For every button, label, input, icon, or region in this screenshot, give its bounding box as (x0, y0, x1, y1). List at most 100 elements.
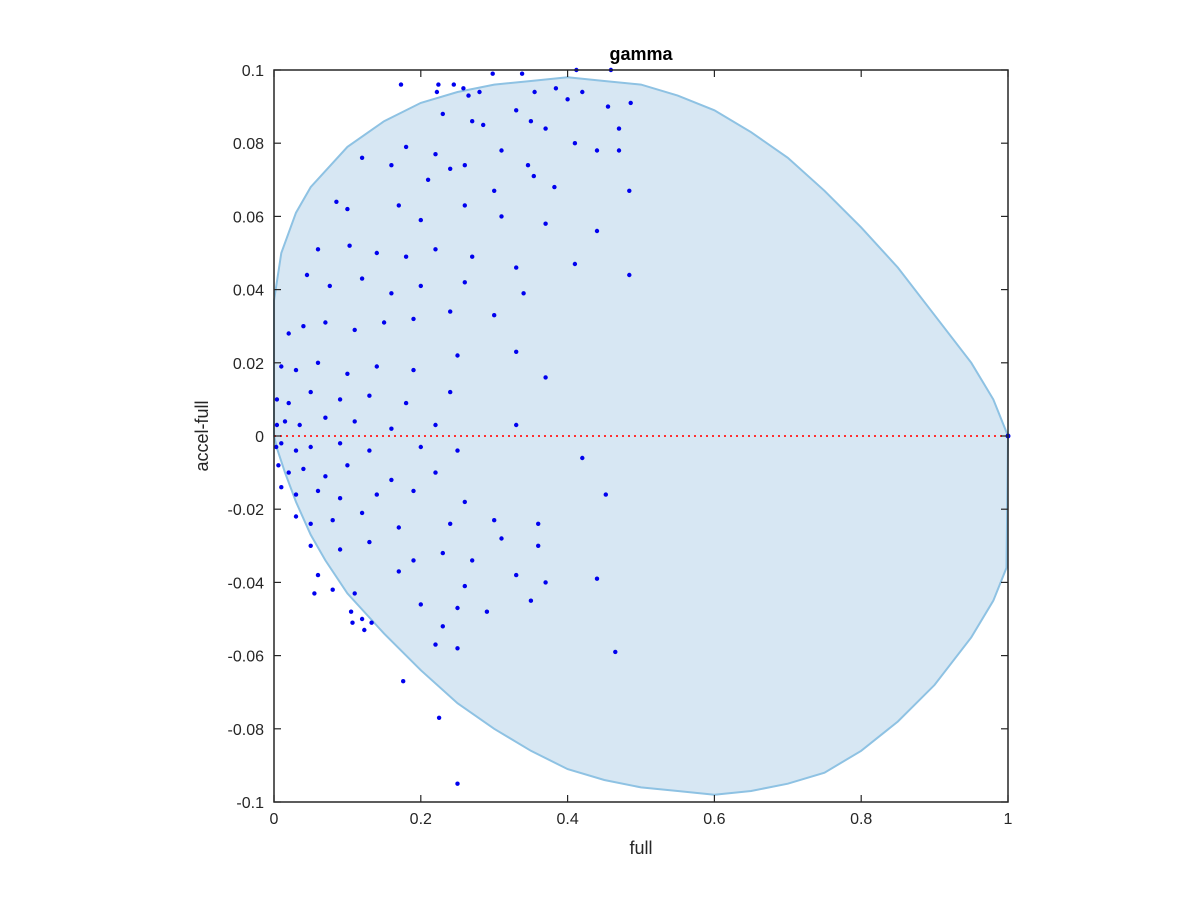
data-point (297, 422, 302, 428)
data-point (580, 455, 585, 461)
data-point (492, 518, 497, 523)
x-tick-label: 0.6 (703, 811, 725, 828)
data-point (425, 177, 431, 182)
data-point (293, 448, 299, 453)
data-point (499, 536, 504, 541)
data-point (418, 444, 423, 450)
y-axis-label: accel-full (192, 400, 212, 471)
data-point (396, 203, 401, 208)
data-point (448, 166, 453, 171)
data-point (330, 587, 335, 592)
data-point (605, 104, 611, 109)
data-point (470, 558, 475, 563)
data-point (448, 309, 453, 314)
data-point (411, 558, 416, 563)
data-point (572, 261, 578, 267)
y-tick-label: -0.08 (228, 722, 265, 739)
data-point (403, 144, 409, 150)
data-point (628, 100, 633, 106)
data-point (481, 122, 486, 128)
data-point (499, 214, 504, 219)
data-point (315, 247, 321, 252)
data-point (286, 470, 291, 475)
data-point (552, 184, 557, 190)
data-point (362, 627, 367, 633)
data-point (286, 331, 291, 336)
data-point (345, 463, 350, 468)
data-point (543, 221, 548, 226)
data-point (374, 364, 379, 369)
data-point (448, 389, 453, 395)
data-point (398, 82, 404, 87)
x-tick-label: 0.8 (850, 811, 872, 828)
y-tick-label: -0.06 (228, 649, 265, 666)
y-tick-label: 0 (255, 429, 264, 446)
data-point (499, 148, 504, 153)
x-tick-label: 0.4 (556, 811, 578, 828)
data-point (613, 649, 618, 655)
y-tick-label: 0.02 (233, 356, 264, 373)
data-point (455, 781, 460, 786)
data-point (514, 349, 519, 354)
data-point (352, 419, 357, 424)
data-point (345, 206, 350, 212)
data-point (528, 119, 534, 124)
data-point (462, 280, 467, 285)
data-point (462, 203, 467, 208)
data-point (367, 393, 372, 398)
data-point (440, 550, 445, 556)
data-point (337, 441, 343, 446)
data-point (347, 243, 352, 248)
data-point (327, 283, 332, 289)
data-point (519, 71, 525, 76)
data-point (440, 624, 445, 629)
data-point (594, 576, 600, 581)
data-point (308, 444, 313, 450)
data-point (359, 510, 365, 516)
data-point (553, 86, 559, 91)
data-point (389, 291, 394, 296)
data-point (348, 609, 354, 614)
data-point (301, 324, 306, 329)
data-point (455, 448, 460, 453)
data-point (514, 108, 519, 113)
data-point (350, 620, 355, 625)
y-tick-label: -0.04 (228, 575, 265, 592)
y-tick-label: 0.1 (242, 63, 264, 80)
data-point (543, 580, 548, 585)
y-tick-label: 0.04 (233, 283, 264, 300)
data-point (301, 466, 306, 472)
data-point (436, 715, 442, 720)
data-point (334, 199, 339, 204)
data-point (603, 492, 608, 497)
data-point (492, 313, 497, 318)
data-point (345, 371, 350, 376)
data-point (492, 188, 497, 193)
data-point (330, 518, 335, 523)
data-point (411, 488, 416, 494)
data-point (433, 470, 438, 475)
y-axis-ticks: 0.1 0.08 0.06 0.04 0.02 0 -0.02 -0.04 -0.06 -0.08… (228, 63, 1008, 812)
data-point (455, 353, 460, 358)
data-point (315, 572, 321, 578)
data-points-layer (274, 67, 1011, 786)
data-point (580, 89, 585, 95)
data-point (312, 591, 317, 596)
data-point (594, 228, 600, 234)
data-point (279, 485, 284, 490)
data-point (434, 89, 440, 95)
data-point (337, 496, 343, 501)
data-point (616, 126, 622, 131)
data-point (276, 463, 281, 468)
data-point (308, 543, 313, 548)
data-point (451, 82, 456, 87)
data-point (293, 514, 299, 519)
data-point (359, 616, 365, 622)
x-tick-label: 0 (270, 811, 279, 828)
x-tick-label: 0.2 (410, 811, 432, 828)
data-point (274, 444, 279, 450)
data-point (396, 569, 401, 574)
data-point (477, 89, 482, 95)
data-point (396, 525, 401, 530)
